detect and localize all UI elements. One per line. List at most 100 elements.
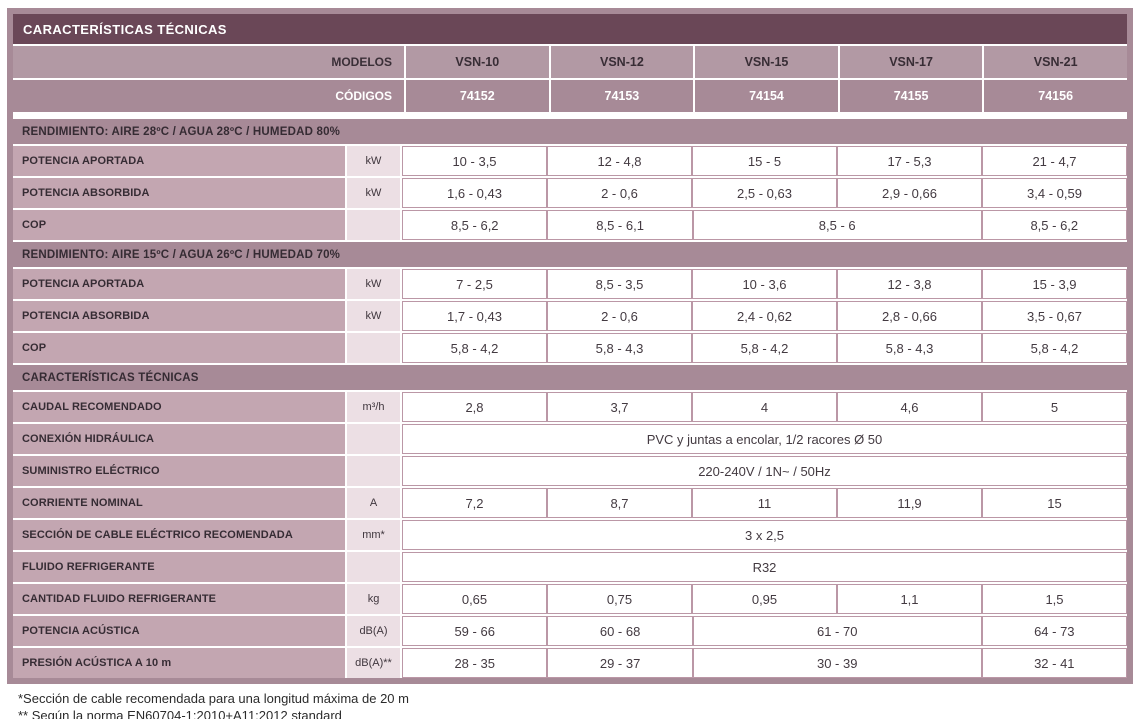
table-title: CARACTERÍSTICAS TÉCNICAS xyxy=(13,14,1127,44)
row-unit xyxy=(347,456,402,486)
row-unit: m³/h xyxy=(347,392,402,422)
data-cell: 1,6 - 0,43 xyxy=(402,178,547,208)
data-cell: 2 - 0,6 xyxy=(547,178,692,208)
data-cell: 15 - 5 xyxy=(692,146,837,176)
row-data-area: 1,6 - 0,43 2 - 0,6 2,5 - 0,63 2,9 - 0,66 3,4… xyxy=(402,178,1127,208)
data-cell: 32 - 41 xyxy=(981,648,1128,678)
row-unit: kW xyxy=(347,301,402,331)
row-unit: mm* xyxy=(347,520,402,550)
data-cell: 15 xyxy=(982,488,1127,518)
data-cell: 11,9 xyxy=(837,488,982,518)
data-cell: 7,2 xyxy=(402,488,547,518)
section-header: RENDIMIENTO: AIRE 15ºC / AGUA 26ºC / HUM… xyxy=(13,242,1127,267)
row-label: CORRIENTE NOMINAL xyxy=(13,488,347,518)
data-cell: 5,8 - 4,3 xyxy=(547,333,692,363)
model-column-header: VSN-12 xyxy=(548,46,694,78)
data-cell: 1,7 - 0,43 xyxy=(402,301,547,331)
row-unit xyxy=(347,333,402,363)
data-cell: PVC y juntas a encolar, 1/2 racores Ø 50 xyxy=(402,424,1127,454)
data-cell: 21 - 4,7 xyxy=(982,146,1127,176)
data-cell: R32 xyxy=(402,552,1127,582)
data-cell: 0,75 xyxy=(547,584,692,614)
row-data-area: 59 - 66 60 - 68 61 - 70 64 - 73 xyxy=(402,616,1128,646)
row-data-area: 7 - 2,5 8,5 - 3,5 10 - 3,6 12 - 3,8 15 - 3,9 xyxy=(402,269,1127,299)
data-cell: 0,65 xyxy=(402,584,547,614)
table-row: POTENCIA APORTADA kW 10 - 3,5 12 - 4,8 15 - … xyxy=(13,146,1127,176)
row-label: SUMINISTRO ELÉCTRICO xyxy=(13,456,347,486)
row-data-area: 8,5 - 6,2 8,5 - 6,1 8,5 - 6 8,5 - 6,2 xyxy=(402,210,1128,240)
data-cell: 61 - 70 xyxy=(692,616,982,646)
row-data-area: 220-240V / 1N~ / 50Hz xyxy=(402,456,1127,486)
row-unit: kW xyxy=(347,269,402,299)
data-cell: 3 x 2,5 xyxy=(402,520,1127,550)
row-label: COP xyxy=(13,210,347,240)
table-row: PRESIÓN ACÚSTICA A 10 m dB(A)** 28 - 35 29 … xyxy=(13,648,1128,678)
footnotes: *Sección de cable recomendada para una l… xyxy=(18,691,1133,719)
data-cell: 8,5 - 6,1 xyxy=(547,210,693,240)
row-unit: dB(A)** xyxy=(347,648,402,678)
row-data-area: 5,8 - 4,2 5,8 - 4,3 5,8 - 4,2 5,8 - 4,3 5,8 … xyxy=(402,333,1127,363)
row-unit: dB(A) xyxy=(347,616,402,646)
row-label: PRESIÓN ACÚSTICA A 10 m xyxy=(13,648,347,678)
table-row: COP 8,5 - 6,2 8,5 - 6,1 8,5 - 6 8,5 - 6,2 xyxy=(13,210,1128,240)
row-data-area: 0,65 0,75 0,95 1,1 1,5 xyxy=(402,584,1127,614)
model-column-header: VSN-15 xyxy=(693,46,838,78)
data-cell: 29 - 37 xyxy=(547,648,693,678)
spec-table: CARACTERÍSTICAS TÉCNICAS MODELOS VSN-10 … xyxy=(13,14,1128,678)
data-cell: 64 - 73 xyxy=(981,616,1128,646)
model-column-header: VSN-17 xyxy=(837,46,983,78)
row-label: POTENCIA APORTADA xyxy=(13,269,347,299)
data-cell: 8,5 - 3,5 xyxy=(547,269,692,299)
data-cell: 3,4 - 0,59 xyxy=(982,178,1127,208)
table-sections: RENDIMIENTO: AIRE 28ºC / AGUA 28ºC / HUM… xyxy=(13,119,1128,678)
models-label: MODELOS xyxy=(331,55,392,69)
row-data-area: PVC y juntas a encolar, 1/2 racores Ø 50 xyxy=(402,424,1127,454)
row-label: SECCIÓN DE CABLE ELÉCTRICO RECOMENDADA xyxy=(13,520,347,550)
footnote-cable-length: *Sección de cable recomendada para una l… xyxy=(18,691,409,706)
table-row: POTENCIA APORTADA kW 7 - 2,5 8,5 - 3,5 10 - … xyxy=(13,269,1127,299)
section-header: RENDIMIENTO: AIRE 28ºC / AGUA 28ºC / HUM… xyxy=(13,119,1127,144)
row-data-area: 2,8 3,7 4 4,6 5 xyxy=(402,392,1127,422)
row-label: POTENCIA ABSORBIDA xyxy=(13,301,347,331)
table-row: COP 5,8 - 4,2 5,8 - 4,3 5,8 - 4,2 5,8 - 4,3 5… xyxy=(13,333,1127,363)
data-cell: 60 - 68 xyxy=(547,616,693,646)
data-cell: 3,5 - 0,67 xyxy=(982,301,1127,331)
data-cell: 1,5 xyxy=(982,584,1127,614)
spec-table-frame: CARACTERÍSTICAS TÉCNICAS MODELOS VSN-10 … xyxy=(7,8,1133,684)
data-cell: 2,5 - 0,63 xyxy=(692,178,837,208)
row-unit: kW xyxy=(347,178,402,208)
row-label: POTENCIA APORTADA xyxy=(13,146,347,176)
table-row: CANTIDAD FLUIDO REFRIGERANTE kg 0,65 0,75 0,… xyxy=(13,584,1127,614)
data-cell: 3,7 xyxy=(547,392,692,422)
models-row: MODELOS VSN-10 VSN-12 VSN-15 VSN-17 VSN-… xyxy=(13,46,1127,78)
table-row: SECCIÓN DE CABLE ELÉCTRICO RECOMENDADA mm… xyxy=(13,520,1127,550)
data-cell: 10 - 3,5 xyxy=(402,146,547,176)
row-data-area: 1,7 - 0,43 2 - 0,6 2,4 - 0,62 2,8 - 0,66 3,5… xyxy=(402,301,1127,331)
table-row: SUMINISTRO ELÉCTRICO 220-240V / 1N~ / 50H… xyxy=(13,456,1127,486)
row-data-area: 7,2 8,7 11 11,9 15 xyxy=(402,488,1127,518)
data-cell: 2,8 - 0,66 xyxy=(837,301,982,331)
table-row: POTENCIA ABSORBIDA kW 1,7 - 0,43 2 - 0,6 2,4… xyxy=(13,301,1127,331)
model-column-header: VSN-10 xyxy=(404,46,549,78)
codes-label: CÓDIGOS xyxy=(335,89,392,103)
code-column-header: 74154 xyxy=(693,80,838,112)
data-cell: 15 - 3,9 xyxy=(982,269,1127,299)
data-cell: 10 - 3,6 xyxy=(692,269,837,299)
data-cell: 1,1 xyxy=(837,584,982,614)
data-cell: 28 - 35 xyxy=(402,648,548,678)
data-cell: 5,8 - 4,2 xyxy=(982,333,1127,363)
row-data-area: R32 xyxy=(402,552,1127,582)
row-data-area: 28 - 35 29 - 37 30 - 39 32 - 41 xyxy=(402,648,1128,678)
row-unit: A xyxy=(347,488,402,518)
data-cell: 12 - 3,8 xyxy=(837,269,982,299)
data-cell: 5,8 - 4,2 xyxy=(692,333,837,363)
data-cell: 12 - 4,8 xyxy=(547,146,692,176)
table-row: CAUDAL RECOMENDADO m³/h 2,8 3,7 4 4,6 5 xyxy=(13,392,1127,422)
row-label: COP xyxy=(13,333,347,363)
table-row: FLUIDO REFRIGERANTE R32 xyxy=(13,552,1127,582)
codes-row: CÓDIGOS 74152 74153 74154 74155 74156 xyxy=(13,80,1127,112)
row-unit xyxy=(347,210,402,240)
table-section: CARACTERÍSTICAS TÉCNICAS CAUDAL RECOMENDA… xyxy=(13,365,1128,678)
model-column-header: VSN-21 xyxy=(982,46,1127,78)
